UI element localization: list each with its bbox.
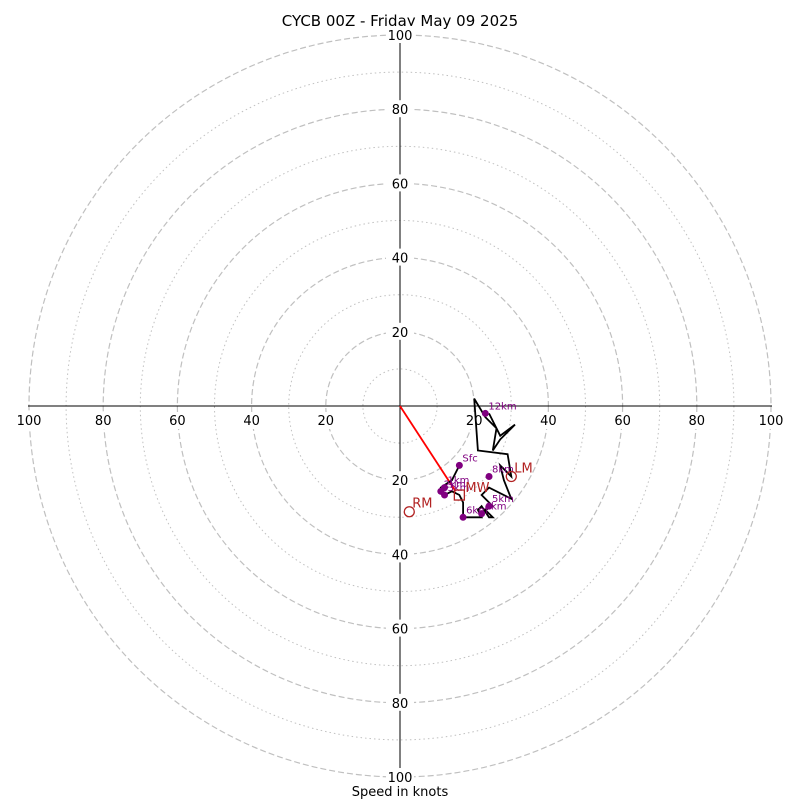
motion-label-MW: MW bbox=[465, 481, 489, 496]
tick-label-background bbox=[163, 412, 192, 429]
height-label-5km: 5km bbox=[492, 494, 514, 505]
tick-label-background bbox=[386, 545, 414, 563]
tick-label-up-40: 40 bbox=[392, 252, 409, 267]
x-axis-label: Speed in knots bbox=[352, 785, 449, 800]
shear-vector bbox=[399, 405, 457, 492]
tick-label-up-100: 100 bbox=[388, 29, 413, 44]
tick-label-left-40: 40 bbox=[243, 414, 260, 429]
tick-label-left-100: 100 bbox=[17, 414, 42, 429]
tick-label-background bbox=[237, 412, 266, 429]
hodograph-line bbox=[439, 398, 516, 519]
tick-label-down-60: 60 bbox=[392, 623, 409, 638]
motion-marker-MW bbox=[453, 489, 466, 501]
tick-label-left-80: 80 bbox=[95, 414, 112, 429]
tick-label-background bbox=[386, 619, 414, 637]
tick-label-up-20: 20 bbox=[392, 326, 409, 341]
height-marker-6km bbox=[459, 513, 467, 521]
tick-label-background bbox=[386, 174, 414, 192]
height-marker-8km bbox=[485, 472, 493, 480]
tick-label-background bbox=[386, 322, 414, 340]
height-label-6km: 6km bbox=[466, 505, 488, 516]
tick-label-down-40: 40 bbox=[392, 548, 409, 563]
height-label-3km: 3km bbox=[448, 483, 470, 494]
motion-marker-RM bbox=[403, 506, 415, 518]
motion-label-RM: RM bbox=[412, 497, 432, 512]
motion-label-LM: LM bbox=[514, 461, 532, 476]
height-label-2km: 2km bbox=[444, 479, 466, 490]
tick-label-background bbox=[386, 768, 414, 785]
tick-label-down-20: 20 bbox=[392, 474, 409, 489]
tick-label-background bbox=[460, 412, 489, 429]
tick-label-up-60: 60 bbox=[392, 177, 409, 192]
tick-label-up-80: 80 bbox=[392, 103, 409, 118]
height-label-8km: 8km bbox=[492, 464, 514, 475]
tick-label-background bbox=[534, 412, 563, 429]
tick-label-background bbox=[386, 100, 414, 118]
tick-labels: 100 80 60 40 20 20 40 60 80 100 20 40 60 80 100 20 40 60 8… bbox=[15, 26, 785, 786]
height-marker-12km bbox=[481, 409, 489, 417]
tick-label-background bbox=[386, 26, 414, 43]
height-label-1km: 1km bbox=[448, 476, 470, 487]
tick-label-background bbox=[311, 412, 340, 429]
motion-marker-LM bbox=[505, 470, 517, 483]
height-label-Sfc: Sfc bbox=[462, 453, 477, 464]
height-label-12km: 12km bbox=[488, 401, 516, 412]
tick-label-right-20: 20 bbox=[466, 414, 483, 429]
chart-title: CYCB 00Z - Friday May 09 2025 bbox=[282, 12, 518, 30]
tick-label-right-60: 60 bbox=[614, 414, 631, 429]
hodograph-trace bbox=[439, 398, 516, 519]
tick-label-background bbox=[15, 412, 43, 429]
tick-label-background bbox=[682, 412, 711, 429]
height-marker-3km bbox=[441, 491, 449, 499]
height-marker-4km bbox=[478, 510, 486, 518]
tick-label-background bbox=[386, 248, 414, 266]
tick-label-right-80: 80 bbox=[689, 414, 706, 429]
tick-label-down-80: 80 bbox=[392, 697, 409, 712]
tick-label-right-100: 100 bbox=[759, 414, 784, 429]
storm-motion-markers: RM LM MW bbox=[403, 461, 533, 518]
shear-line bbox=[399, 405, 457, 492]
tick-label-down-100: 100 bbox=[388, 771, 413, 786]
tick-label-background bbox=[386, 471, 414, 489]
tick-label-left-60: 60 bbox=[169, 414, 186, 429]
tick-label-background bbox=[386, 693, 414, 711]
height-label-4km: 4km bbox=[485, 502, 507, 513]
tick-label-background bbox=[757, 412, 785, 429]
height-marker-5km bbox=[485, 502, 493, 510]
height-marker-Sfc bbox=[455, 461, 463, 469]
tick-label-background bbox=[608, 412, 637, 429]
tick-label-right-40: 40 bbox=[540, 414, 557, 429]
tick-label-background bbox=[89, 412, 118, 429]
tick-label-left-20: 20 bbox=[318, 414, 335, 429]
